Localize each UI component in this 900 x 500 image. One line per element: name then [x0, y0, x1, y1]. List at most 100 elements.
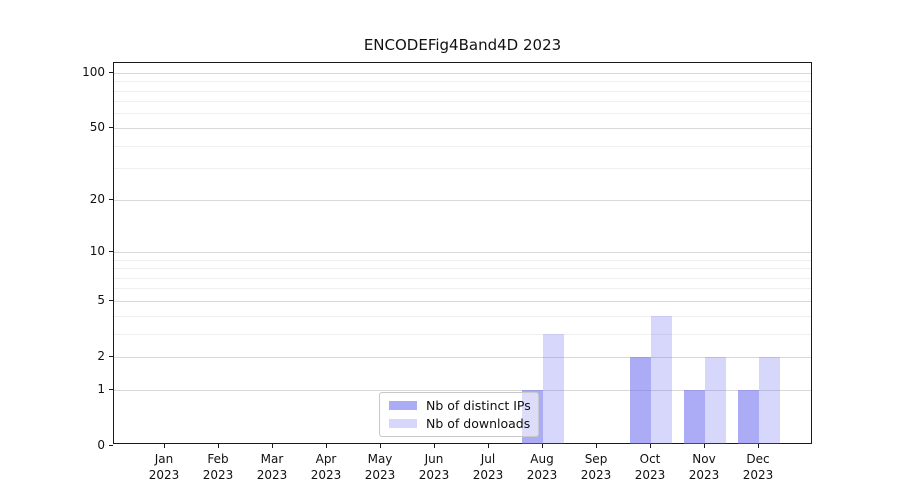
x-tick-month: Sep: [584, 452, 608, 466]
x-tick-label-jan: Jan 2023: [137, 451, 191, 483]
legend-label-downloads: Nb of downloads: [426, 416, 531, 431]
x-tick-mark-feb: [218, 444, 219, 448]
x-tick-label-apr: Apr 2023: [299, 451, 353, 483]
x-tick-month: Mar: [260, 452, 284, 466]
x-tick-label-sep: Sep 2023: [569, 451, 623, 483]
x-tick-year: 2023: [256, 468, 288, 482]
gridline-minor-80: [114, 90, 811, 92]
y-tick-mark-20: [109, 198, 113, 200]
y-tick-label-0: 0: [97, 437, 105, 452]
x-tick-month: Dec: [746, 452, 770, 466]
x-tick-label-dec: Dec 2023: [731, 451, 785, 483]
y-tick-label-5: 5: [97, 292, 105, 307]
x-tick-mark-apr: [326, 444, 327, 448]
y-tick-mark-5: [109, 299, 113, 301]
y-tick-label-1: 1: [97, 381, 105, 396]
legend-label-distinct-ips: Nb of distinct IPs: [426, 398, 531, 413]
x-tick-month: Aug: [530, 452, 554, 466]
y-tick-label-50: 50: [89, 119, 105, 134]
chart-title: ENCODEFig4Band4D 2023: [363, 36, 562, 54]
gridline-minor-30: [114, 168, 811, 170]
legend-entry-downloads: Nb of downloads: [380, 416, 538, 431]
x-tick-month: Jun: [424, 452, 444, 466]
x-tick-mark-aug: [542, 444, 543, 448]
x-tick-year: 2023: [472, 468, 504, 482]
x-tick-year: 2023: [742, 468, 774, 482]
gridline-minor-9: [114, 259, 811, 261]
gridline-major-10: [114, 251, 811, 253]
x-tick-year: 2023: [148, 468, 180, 482]
x-tick-label-jul: Jul 2023: [461, 451, 515, 483]
x-tick-year: 2023: [688, 468, 720, 482]
x-tick-mark-mar: [272, 444, 273, 448]
gridline-minor-4: [114, 315, 811, 317]
bar-downloads-nov: [705, 356, 726, 444]
gridline-minor-70: [114, 101, 811, 103]
bar-distinct-ips-nov: [684, 389, 705, 444]
x-tick-year: 2023: [364, 468, 396, 482]
gridline-minor-3: [114, 333, 811, 335]
x-tick-mark-may: [380, 444, 381, 448]
gridline-major-5: [114, 300, 811, 302]
gridline-minor-90: [114, 81, 811, 83]
y-tick-mark-50: [109, 126, 113, 128]
legend: Nb of distinct IPs Nb of downloads: [379, 392, 539, 437]
x-tick-month: May: [367, 452, 393, 466]
y-tick-label-100: 100: [82, 64, 105, 79]
y-tick-mark-0: [109, 444, 113, 446]
x-tick-year: 2023: [580, 468, 612, 482]
legend-swatch-distinct-ips: [389, 401, 417, 410]
x-tick-mark-jun: [434, 444, 435, 448]
x-tick-month: Feb: [207, 452, 229, 466]
x-tick-year: 2023: [634, 468, 666, 482]
gridline-major-50: [114, 127, 811, 129]
gridline-major-1: [114, 389, 811, 391]
gridline-minor-7: [114, 277, 811, 279]
gridline-major-100: [114, 72, 811, 74]
gridline-major-20: [114, 199, 811, 201]
bar-distinct-ips-dec: [738, 389, 759, 444]
x-tick-label-oct: Oct 2023: [623, 451, 677, 483]
gridline-minor-8: [114, 268, 811, 269]
x-tick-label-nov: Nov 2023: [677, 451, 731, 483]
y-tick-label-20: 20: [89, 191, 105, 206]
x-tick-mark-oct: [650, 444, 651, 448]
x-tick-month: Jul: [480, 452, 496, 466]
gridline-minor-6: [114, 288, 811, 290]
x-tick-label-feb: Feb 2023: [191, 451, 245, 483]
gridline-minor-60: [114, 113, 811, 115]
legend-entry-distinct-ips: Nb of distinct IPs: [380, 398, 538, 413]
gridline-major-2: [114, 356, 811, 358]
plot-area: Nb of distinct IPs Nb of downloads: [113, 62, 812, 444]
y-tick-label-2: 2: [97, 348, 105, 363]
x-tick-month: Nov: [692, 452, 716, 466]
x-tick-year: 2023: [202, 468, 234, 482]
x-tick-label-mar: Mar 2023: [245, 451, 299, 483]
x-tick-label-jun: Jun 2023: [407, 451, 461, 483]
y-tick-mark-10: [109, 250, 113, 252]
x-tick-mark-sep: [596, 444, 597, 448]
x-tick-year: 2023: [418, 468, 450, 482]
x-tick-label-may: May 2023: [353, 451, 407, 483]
x-tick-month: Apr: [315, 452, 337, 466]
bar-downloads-aug: [543, 333, 564, 444]
y-tick-mark-100: [109, 71, 113, 73]
x-tick-mark-jul: [488, 444, 489, 448]
x-tick-month: Oct: [639, 452, 661, 466]
bar-downloads-dec: [759, 356, 780, 444]
y-tick-label-10: 10: [89, 243, 105, 258]
x-tick-label-aug: Aug 2023: [515, 451, 569, 483]
y-tick-mark-2: [109, 355, 113, 357]
x-tick-mark-dec: [758, 444, 759, 448]
bar-downloads-oct: [651, 315, 672, 444]
x-tick-year: 2023: [310, 468, 342, 482]
y-tick-mark-1: [109, 388, 113, 390]
x-tick-mark-jan: [164, 444, 165, 448]
x-tick-year: 2023: [526, 468, 558, 482]
legend-swatch-downloads: [389, 419, 417, 428]
bar-distinct-ips-oct: [630, 356, 651, 444]
gridline-minor-40: [114, 145, 811, 147]
x-tick-month: Jan: [154, 452, 174, 466]
x-tick-mark-nov: [704, 444, 705, 448]
